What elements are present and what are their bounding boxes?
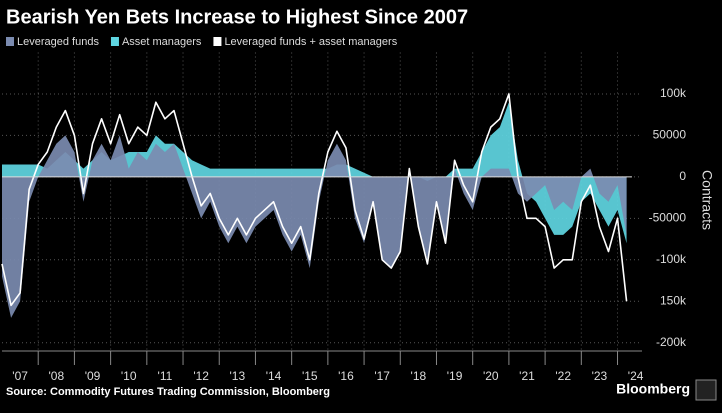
x-tick-label: '24 <box>628 369 644 383</box>
y-tick-label: 0 <box>679 169 686 183</box>
legend-label: Leveraged funds <box>17 36 99 48</box>
y-tick-label: 150k <box>660 293 687 307</box>
x-tick-label: '19 <box>447 369 463 383</box>
line <box>1 93 628 307</box>
x-tick-label: '14 <box>266 369 282 383</box>
x-tick-label: '23 <box>592 369 608 383</box>
source: Source: Commodity Futures Trading Commis… <box>6 386 330 398</box>
legend-swatch <box>110 37 119 46</box>
x-tick-label: '07 <box>12 369 28 383</box>
x-tick-label: '12 <box>193 369 209 383</box>
x-tick-label: '18 <box>411 369 427 383</box>
y-tick-label: -100k <box>656 252 687 266</box>
legend-label: Asset managers <box>122 36 202 48</box>
x-tick-label: '15 <box>302 369 318 383</box>
brand-icon <box>695 379 717 401</box>
legend-swatch <box>213 37 222 46</box>
x-tick-label: '20 <box>483 369 499 383</box>
brand-logo: Bloomberg <box>616 381 690 397</box>
x-tick-label: '10 <box>121 369 137 383</box>
legend-swatch <box>6 37 14 46</box>
y-tick-label: -200k <box>656 335 687 349</box>
x-tick-label: '17 <box>374 369 390 383</box>
y-tick-label: 100k <box>660 86 687 100</box>
y-tick-label: 50000 <box>653 128 687 142</box>
x-tick-label: '16 <box>338 369 354 383</box>
x-tick-label: '13 <box>230 369 246 383</box>
x-tick-label: '21 <box>519 369 535 383</box>
x-tick-label: '08 <box>48 369 64 383</box>
x-tick-label: '11 <box>158 369 173 383</box>
area <box>2 102 627 244</box>
y-axis-label: Contracts <box>699 170 715 230</box>
y-tick-label: -50000 <box>649 211 687 225</box>
legend-label: Leveraged funds + asset managers <box>224 36 397 48</box>
x-tick-label: '09 <box>85 369 101 383</box>
chart-title: Bearish Yen Bets Increase to Highest Sin… <box>6 6 468 28</box>
x-tick-label: '22 <box>555 369 571 383</box>
